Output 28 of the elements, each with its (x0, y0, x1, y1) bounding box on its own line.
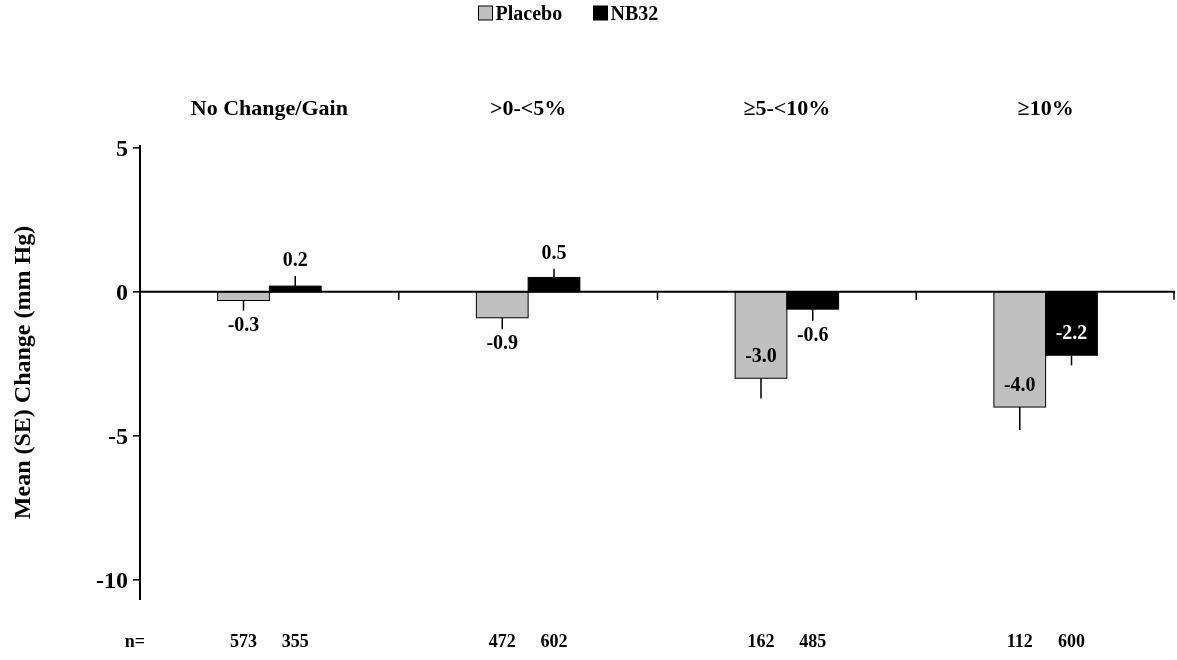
data-label: -0.6 (796, 322, 829, 345)
data-label: 0.2 (282, 248, 308, 271)
y-tick-label: 0 (116, 279, 128, 306)
text: 602 (540, 631, 568, 651)
x-tick-label: >0-<5% (489, 95, 567, 120)
legend-label: NB32 (610, 2, 659, 24)
text: 472 (488, 631, 516, 651)
y-tick-label: -5 (108, 423, 128, 450)
text: 112 (1006, 631, 1033, 651)
text: 485 (799, 631, 827, 651)
text: 573 (230, 631, 257, 651)
data-label: -4.0 (1003, 373, 1036, 396)
text: 600 (1058, 631, 1085, 651)
data-label: -0.3 (227, 312, 260, 335)
legend-label: Placebo (495, 2, 563, 24)
x-tick-label: No Change/Gain (190, 95, 348, 120)
text: 355 (281, 631, 309, 651)
data-label: -3.0 (745, 344, 777, 367)
data-label: 0.5 (541, 240, 567, 263)
x-tick-label: ≥10% (1017, 95, 1074, 120)
y-tick-label: 5 (116, 135, 128, 162)
text: n= (124, 631, 146, 651)
y-axis-title: Mean (SE) Change (mm Hg) (9, 225, 35, 520)
data-label: -2.2 (1055, 321, 1088, 344)
x-tick-label: ≥5-<10% (743, 95, 831, 120)
y-tick-label: -10 (96, 567, 128, 594)
text: 162 (747, 631, 775, 651)
data-label: -0.9 (486, 331, 519, 354)
